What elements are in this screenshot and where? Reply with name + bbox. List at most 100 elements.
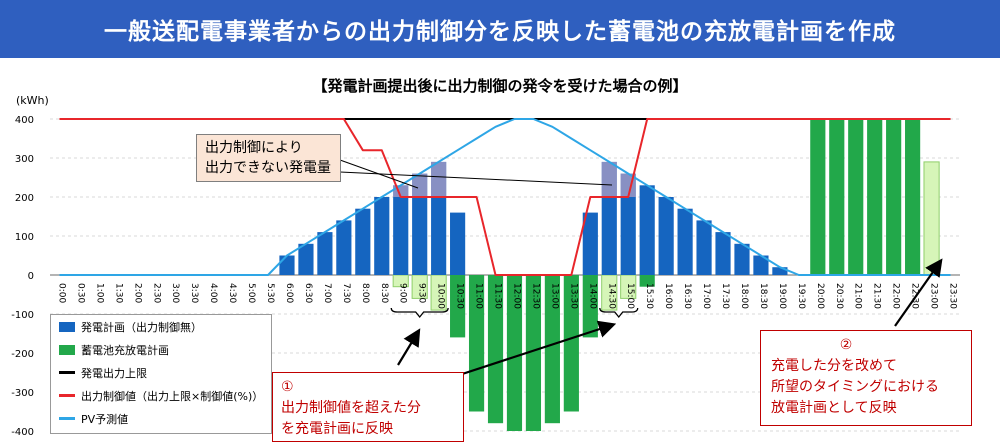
y-tick-label: 200: [15, 193, 34, 204]
bar-battery: [829, 119, 844, 275]
legend-item-battery: 蓄電池充放電計画: [51, 338, 271, 361]
x-tick-label: 10:00: [436, 283, 446, 309]
x-tick-label: 13:30: [568, 283, 578, 309]
legend-item-pv: PV予測値: [51, 407, 271, 430]
bar-battery: [886, 119, 901, 275]
legend-label-control: 出力制御値（出力上限×制御値(%)）: [81, 388, 263, 404]
callout-discharge-plan-line2: 所望のタイミングにおける: [771, 377, 963, 398]
x-tick-label: 21:00: [853, 283, 863, 309]
x-tick-label: 9:30: [417, 283, 427, 303]
bar-battery: [905, 119, 920, 275]
x-tick-label: 11:30: [493, 283, 503, 309]
x-tick-label: 8:30: [379, 283, 389, 303]
bar-curtailed-portion: [602, 162, 617, 197]
bar-generation: [336, 220, 351, 275]
callout-charge-plan-number: ①: [281, 377, 455, 398]
x-tick-label: 22:00: [891, 283, 901, 309]
legend-swatch-limit: [59, 371, 75, 374]
x-tick-label: 6:00: [284, 283, 294, 303]
x-tick-label: 4:00: [208, 283, 218, 303]
callout-discharge-plan-line3: 放電計画として反映: [771, 398, 963, 419]
x-tick-label: 14:30: [606, 283, 616, 309]
x-tick-label: 7:30: [341, 283, 351, 303]
legend-label-limit: 発電出力上限: [81, 365, 147, 381]
y-tick-label: 400: [15, 115, 34, 126]
x-tick-label: 21:30: [872, 283, 882, 309]
bar-generation: [715, 232, 730, 275]
bar-curtailed-portion: [431, 162, 446, 197]
bar-generation: [450, 213, 465, 275]
bar-generation: [355, 209, 370, 275]
x-tick-label: 1:00: [94, 283, 104, 303]
bar-generation: [393, 185, 408, 275]
bar-generation: [640, 185, 655, 275]
bar-battery: [810, 119, 825, 275]
x-tick-label: 1:30: [113, 283, 123, 303]
legend-label-gen: 発電計画（出力制御無）: [81, 319, 202, 335]
x-tick-label: 3:30: [189, 283, 199, 303]
x-tick-label: 12:30: [530, 283, 540, 309]
bar-generation: [298, 244, 313, 275]
x-tick-label: 18:30: [758, 283, 768, 309]
x-tick-label: 19:00: [777, 283, 787, 309]
x-tick-label: 16:00: [663, 283, 673, 309]
callout-discharge-plan: ② 充電した分を改めて 所望のタイミングにおける 放電計画として反映: [760, 330, 972, 426]
x-tick-label: 9:00: [398, 283, 408, 303]
x-tick-label: 22:30: [910, 283, 920, 309]
pointer-line: [340, 172, 612, 185]
x-tick-label: 19:30: [796, 283, 806, 309]
x-tick-label: 20:00: [815, 283, 825, 309]
x-tick-label: 6:30: [303, 283, 313, 303]
bar-battery: [924, 162, 939, 275]
y-tick-label: -400: [11, 427, 34, 438]
bar-generation: [374, 197, 389, 275]
y-tick-label: 0: [28, 271, 34, 282]
x-tick-label: 16:30: [682, 283, 692, 309]
callout-charge-plan-line2: を充電計画に反映: [281, 419, 455, 440]
x-tick-label: 14:00: [587, 283, 597, 309]
bar-generation: [734, 244, 749, 275]
bar-battery: [848, 119, 863, 275]
y-tick-label: 300: [15, 154, 34, 165]
bar-generation: [279, 256, 294, 276]
chart-legend: 発電計画（出力制御無） 蓄電池充放電計画 発電出力上限 出力制御値（出力上限×制…: [50, 314, 272, 434]
x-tick-label: 5:00: [246, 283, 256, 303]
legend-label-pv: PV予測値: [81, 411, 128, 427]
legend-label-battery: 蓄電池充放電計画: [81, 342, 169, 358]
x-tick-label: 17:00: [701, 283, 711, 309]
x-tick-label: 8:00: [360, 283, 370, 303]
x-tick-label: 15:30: [644, 283, 654, 309]
bar-generation: [659, 197, 674, 275]
legend-item-control: 出力制御値（出力上限×制御値(%)）: [51, 384, 271, 407]
y-tick-label: -300: [11, 388, 34, 399]
x-tick-label: 7:00: [322, 283, 332, 303]
y-tick-label: -100: [11, 310, 34, 321]
x-tick-label: 23:00: [929, 283, 939, 309]
y-tick-label: 100: [15, 232, 34, 243]
x-tick-label: 0:00: [56, 283, 66, 303]
x-tick-label: 10:30: [455, 283, 465, 309]
x-tick-label: 3:00: [170, 283, 180, 303]
callout-discharge-plan-line1: 充電した分を改めて: [771, 356, 963, 377]
bar-battery: [867, 119, 882, 275]
x-tick-label: 4:30: [227, 283, 237, 303]
callout-output-control-line2: 出力できない発電量: [205, 158, 340, 178]
callout-output-control-line1: 出力制御により: [205, 138, 340, 158]
bar-generation: [696, 220, 711, 275]
x-tick-label: 11:00: [474, 283, 484, 309]
legend-swatch-battery: [59, 345, 75, 355]
x-tick-label: 15:00: [625, 283, 635, 309]
callout-charge-plan: ① 出力制御値を超えた分 を充電計画に反映: [272, 372, 464, 442]
x-tick-label: 20:30: [834, 283, 844, 309]
x-tick-label: 2:30: [151, 283, 161, 303]
bar-generation: [317, 232, 332, 275]
bar-generation: [678, 209, 693, 275]
x-tick-label: 23:30: [948, 283, 958, 309]
legend-swatch-gen: [59, 322, 75, 332]
callout-charge-plan-line1: 出力制御値を超えた分: [281, 398, 455, 419]
x-tick-label: 2:00: [132, 283, 142, 303]
legend-item-limit: 発電出力上限: [51, 361, 271, 384]
legend-swatch-pv: [59, 417, 75, 420]
y-tick-label: -200: [11, 349, 34, 360]
y-axis-label: (kWh): [16, 94, 49, 107]
